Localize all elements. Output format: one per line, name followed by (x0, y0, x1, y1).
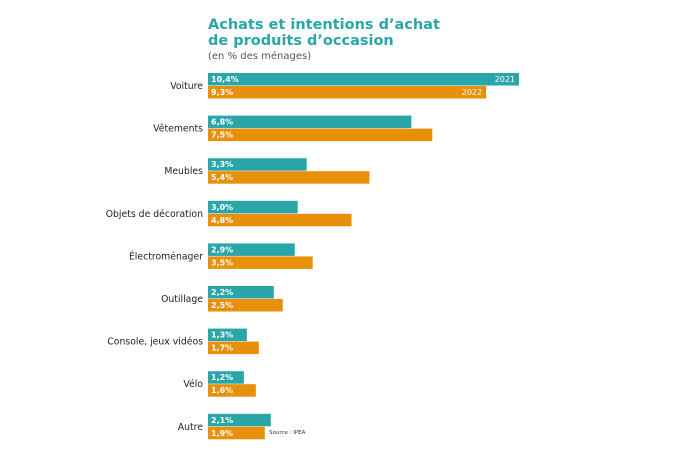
bar-value-label: 3,3% (211, 160, 233, 169)
series-label-2022: 2022 (462, 88, 482, 97)
bar-2022 (208, 213, 352, 227)
bar-2022 (208, 426, 265, 440)
bar-2021 (208, 243, 295, 256)
bar-value-label: 1,6% (211, 386, 233, 395)
bar-value-label: 1,2% (211, 373, 233, 382)
chart-subtitle: (en % des ménages) (208, 50, 311, 62)
bar-value-label: 1,7% (211, 344, 233, 353)
category-label: Vêtements (153, 124, 203, 135)
bar-2021 (208, 371, 244, 384)
category-label: Objets de décoration (106, 209, 203, 220)
bar-2021 (208, 413, 271, 427)
bar-value-label: 2,5% (211, 301, 233, 310)
bar-2022 (208, 86, 487, 99)
bar-2021 (208, 158, 307, 171)
bar-value-label: 2,2% (211, 288, 233, 297)
chart-title-line2: de produits d’occasion (208, 33, 394, 49)
bar-2022 (208, 299, 283, 312)
bar-value-label: 2,1% (211, 416, 233, 425)
bar-value-label: 10,4% (211, 75, 239, 84)
category-label: Vélo (183, 379, 203, 390)
bar-value-label: 3,0% (211, 203, 233, 212)
bar-2021 (208, 200, 298, 214)
category-label: Outillage (161, 294, 203, 305)
series-label-2021: 2021 (495, 75, 515, 84)
chart-title-line1: Achats et intentions d’achat (208, 17, 440, 33)
bar-value-label: 3,5% (211, 258, 233, 267)
bar-value-label: 2,9% (211, 245, 233, 254)
category-label: Console, jeux vidéos (107, 337, 203, 348)
bar-2022 (208, 341, 259, 355)
bar-2021 (208, 328, 247, 342)
bars-group: Voiture 10,4% 2021 9,3% 2022 Vêtements 6,8% 7,5… (106, 73, 519, 440)
bar-value-label: 1,9% (211, 429, 233, 438)
bar-2022 (208, 256, 313, 269)
bar-value-label: 9,3% (211, 88, 233, 97)
bar-value-label: 4,8% (211, 216, 233, 225)
bar-2022 (208, 128, 433, 142)
category-label: Électroménager (129, 250, 203, 262)
bar-value-label: 7,5% (211, 131, 233, 140)
bar-2021 (208, 115, 412, 129)
category-label: Voiture (170, 81, 203, 92)
bar-value-label: 5,4% (211, 173, 233, 182)
bar-2022 (208, 171, 370, 184)
bar-value-label: 1,3% (211, 331, 233, 340)
bar-value-label: 6,8% (211, 118, 233, 127)
category-label: Meubles (164, 166, 203, 177)
source-note: Source : IPEA (269, 430, 306, 436)
category-label: Autre (178, 422, 204, 433)
bar-2021 (208, 73, 519, 86)
bar-2022 (208, 384, 256, 397)
bar-2021 (208, 286, 274, 299)
